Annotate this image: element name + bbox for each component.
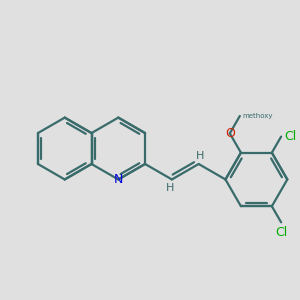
Text: Cl: Cl	[275, 226, 287, 239]
Text: Cl: Cl	[285, 130, 297, 143]
Text: methoxy: methoxy	[242, 113, 273, 119]
Text: H: H	[166, 183, 175, 193]
Text: O: O	[225, 127, 235, 140]
Text: H: H	[196, 151, 204, 161]
Text: N: N	[114, 173, 123, 186]
